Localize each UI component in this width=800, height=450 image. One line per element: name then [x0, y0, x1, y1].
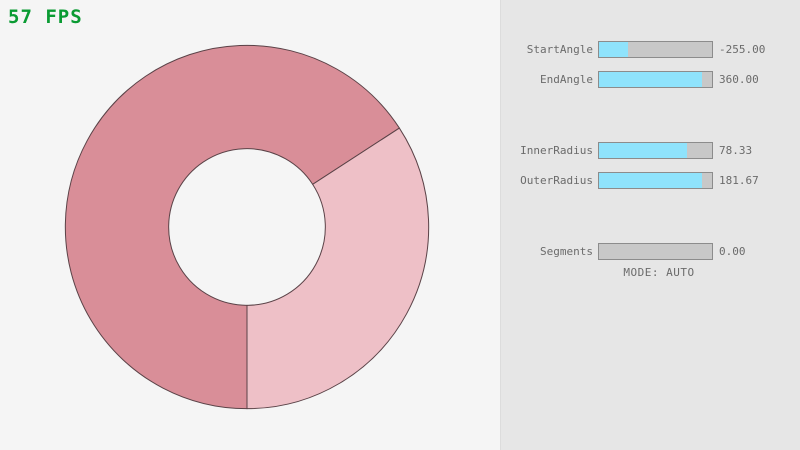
slider-fill-innerradius	[599, 142, 688, 158]
slider-value-startangle: -255.00	[719, 42, 766, 56]
slider-label-endangle: EndAngle	[540, 72, 593, 86]
mode-label: MODE: AUTO	[623, 266, 695, 279]
slider-value-innerradius: 78.33	[719, 143, 753, 157]
slider-value-endangle: 360.00	[719, 72, 759, 86]
slider-startangle[interactable]	[598, 40, 713, 58]
slider-label-startangle: StartAngle	[526, 42, 593, 56]
slider-endangle[interactable]	[598, 70, 713, 88]
slider-innerradius[interactable]	[598, 141, 713, 159]
slider-fill-startangle	[599, 41, 629, 57]
control-panel: StartAngle -255.00 EndAngle 360.00 InnerRadi…	[500, 0, 800, 450]
slider-row-endangle: EndAngle 360.00	[501, 70, 800, 88]
fps-counter: 57 FPS	[8, 6, 83, 28]
slider-label-innerradius: InnerRadius	[520, 143, 593, 157]
slider-segments[interactable]	[598, 242, 713, 260]
render-canvas[interactable]: 57 FPS	[0, 0, 500, 450]
slider-row-outerradius: OuterRadius 181.67	[501, 171, 800, 189]
slider-row-innerradius: InnerRadius 78.33	[501, 141, 800, 159]
slider-label-segments: Segments	[540, 244, 593, 258]
slider-fill-endangle	[599, 71, 702, 87]
slider-outerradius[interactable]	[598, 171, 713, 189]
slider-value-outerradius: 181.67	[719, 173, 759, 187]
slider-value-segments: 0.00	[719, 244, 746, 258]
slider-row-startangle: StartAngle -255.00	[501, 40, 800, 58]
slider-row-segments: Segments 0.00	[501, 242, 800, 260]
donut-ring-visualization	[64, 44, 430, 410]
slider-fill-outerradius	[599, 172, 702, 188]
slider-label-outerradius: OuterRadius	[520, 173, 593, 187]
ring-segment-major	[64, 44, 401, 410]
ring-segment-minor	[246, 127, 430, 410]
